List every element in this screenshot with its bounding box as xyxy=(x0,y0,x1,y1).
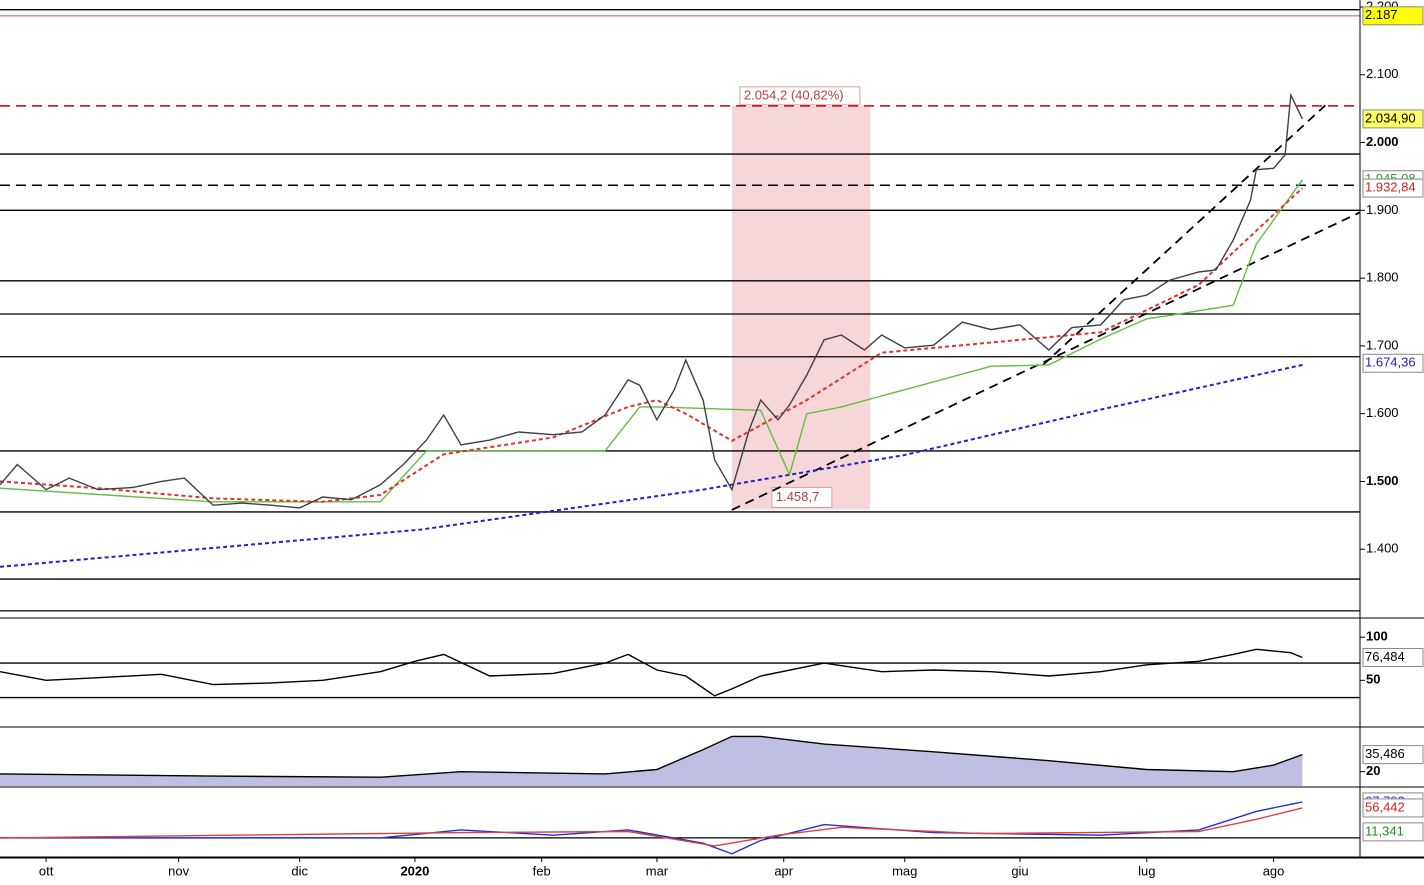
price-tag-box xyxy=(1362,109,1424,129)
y-tick-label: 50 xyxy=(1366,672,1380,687)
series-line xyxy=(0,363,1303,568)
range-low-label: 1.458,7 xyxy=(776,489,819,504)
trend-line xyxy=(1042,104,1327,366)
price-tag-box xyxy=(1362,822,1424,842)
price-tag: 1.674,36 xyxy=(1365,355,1416,370)
x-tick-label: dic xyxy=(291,863,308,878)
price-tag-box xyxy=(1362,6,1424,26)
series-line xyxy=(0,801,1303,855)
series-line xyxy=(0,92,1304,509)
price-tag-box xyxy=(1362,647,1424,667)
y-tick-label: 1.800 xyxy=(1366,270,1399,285)
x-tick-label: 2020 xyxy=(400,863,429,878)
price-tag-box xyxy=(1362,745,1424,765)
x-tick-label: mag xyxy=(892,863,917,878)
y-tick-label: 1.500 xyxy=(1366,473,1399,488)
x-tick-label: nov xyxy=(168,863,189,878)
y-tick-label: 1.900 xyxy=(1366,202,1399,217)
label-box xyxy=(771,486,833,508)
y-tick-label: 1.400 xyxy=(1366,541,1399,556)
series-line xyxy=(0,187,1304,503)
price-tag-box xyxy=(1362,798,1424,818)
y-tick-label: 20 xyxy=(1366,763,1380,778)
series-line xyxy=(0,648,1303,697)
x-tick-label: lug xyxy=(1138,863,1155,878)
x-tick-label: giu xyxy=(1011,863,1028,878)
price-tag: 2.187 xyxy=(1365,7,1398,22)
panel: 100 50 76,484 xyxy=(0,629,1424,728)
x-tick-label: apr xyxy=(774,863,793,878)
y-tick-label: 1.700 xyxy=(1366,337,1399,352)
price-tag: 2.034,90 xyxy=(1365,110,1416,125)
label-box xyxy=(739,86,861,106)
y-tick-label: 2.100 xyxy=(1366,66,1399,81)
panel: 2.054,2 (40,82%)1.458,72.2002.1002.0001.… xyxy=(0,0,1424,619)
price-tag-box xyxy=(1362,178,1424,198)
y-tick-label: 1.600 xyxy=(1366,405,1399,420)
price-tag: 56,442 xyxy=(1365,799,1405,814)
x-tick-label: ago xyxy=(1263,863,1285,878)
price-tag: 11,341 xyxy=(1365,823,1404,838)
range-zone xyxy=(731,105,871,510)
price-tag: 76,484 xyxy=(1365,649,1405,664)
range-high-label: 2.054,2 (40,82%) xyxy=(744,87,844,102)
price-tag: 1.932,84 xyxy=(1365,180,1416,195)
x-tick-label: ott xyxy=(39,863,54,878)
x-tick-label: mar xyxy=(646,863,669,878)
panel: 20 35,486 xyxy=(0,735,1424,788)
y-tick-label: 2.000 xyxy=(1366,134,1399,149)
y-tick-label: 100 xyxy=(1366,629,1388,644)
series-line xyxy=(0,807,1303,847)
series-line xyxy=(0,735,1303,778)
series-line xyxy=(0,179,1303,503)
x-tick-label: feb xyxy=(533,863,551,878)
area xyxy=(0,736,1303,786)
price-tag-box xyxy=(1362,353,1424,373)
price-tag: 35,486 xyxy=(1365,746,1405,761)
